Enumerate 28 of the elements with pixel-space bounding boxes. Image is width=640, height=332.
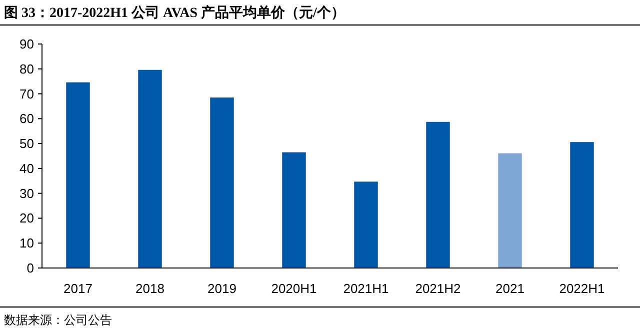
source-note: 数据来源：公司公告 — [4, 313, 112, 327]
x-tick-label: 2020H1 — [271, 281, 317, 296]
bar — [210, 98, 234, 268]
y-tick-label: 70 — [20, 86, 34, 102]
x-tick-label: 2017 — [64, 281, 92, 296]
y-tick-label: 90 — [20, 36, 34, 52]
x-tick-label: 2019 — [208, 281, 236, 296]
bar — [498, 153, 522, 268]
y-tick-label: 20 — [20, 210, 34, 226]
x-tick-label: 2021 — [496, 281, 524, 296]
bar — [426, 122, 450, 268]
y-tick-label: 10 — [20, 236, 34, 251]
x-tick-label: 2018 — [136, 281, 164, 296]
y-tick-label: 40 — [20, 160, 34, 176]
y-tick-label: 60 — [20, 111, 34, 126]
bar — [282, 152, 306, 268]
bar — [570, 142, 594, 268]
y-tick-label: 0 — [26, 260, 34, 276]
x-tick-label: 2021H2 — [415, 281, 461, 296]
y-tick-label: 80 — [20, 61, 34, 76]
y-tick-label: 50 — [20, 136, 34, 152]
bar — [354, 182, 378, 268]
bar — [138, 70, 162, 268]
chart-title: 图 33：2017-2022H1 公司 AVAS 产品平均单价（元/个） — [4, 4, 345, 21]
x-tick-label: 2022H1 — [559, 281, 605, 296]
x-tick-label: 2021H1 — [343, 281, 389, 296]
y-tick-label: 30 — [20, 186, 34, 201]
bar — [66, 82, 90, 268]
